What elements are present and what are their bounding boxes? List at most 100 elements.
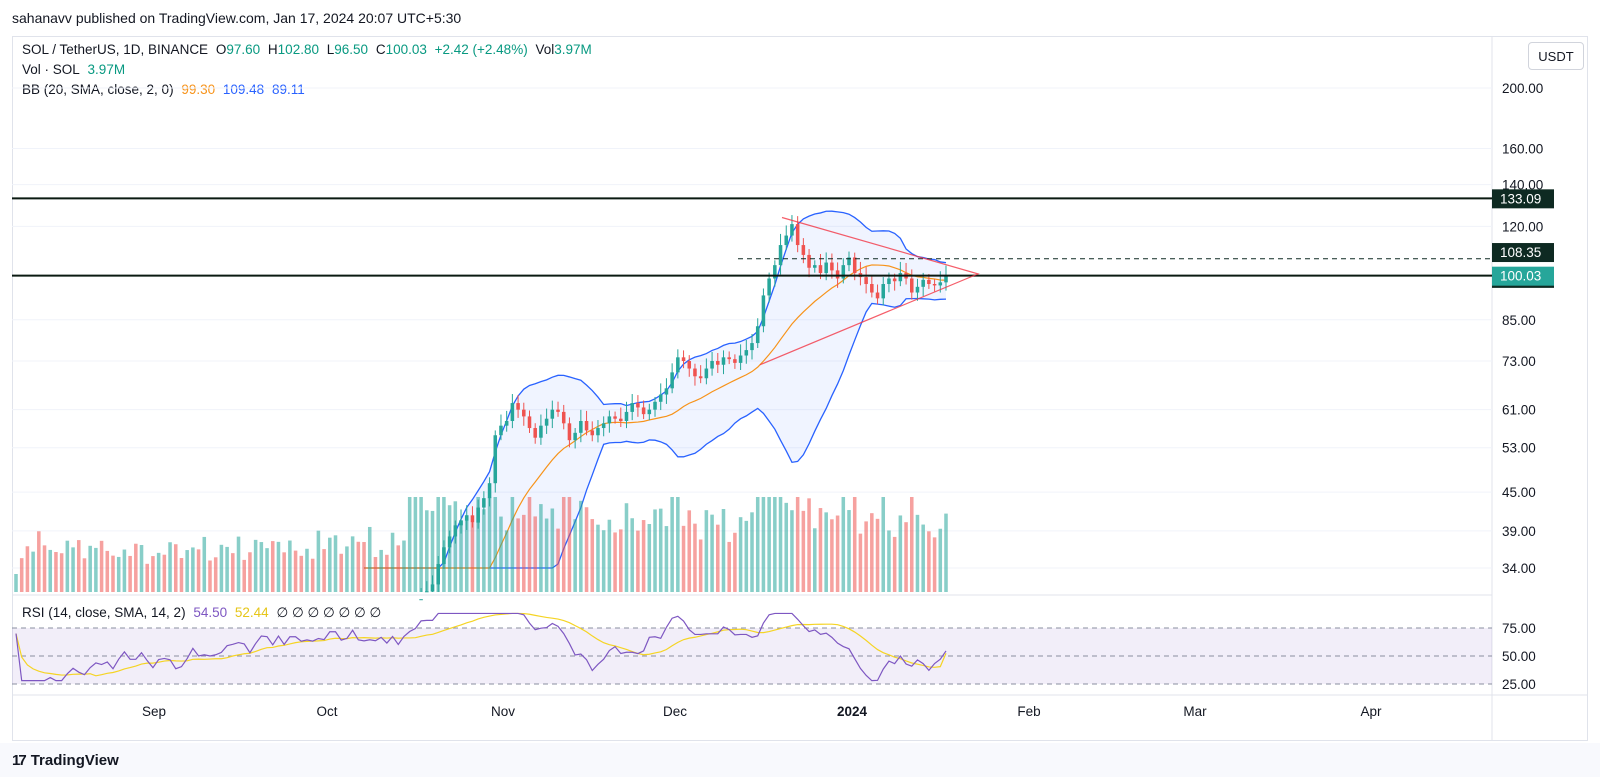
- candle-body: [824, 262, 828, 274]
- bb-legend[interactable]: BB (20, SMA, close, 2, 0) 99.30 109.48 8…: [22, 82, 309, 97]
- high-value: 102.80: [277, 42, 319, 57]
- volume-bar: [601, 530, 606, 592]
- candle: [550, 400, 555, 429]
- candle: [773, 260, 777, 287]
- candle: [813, 260, 817, 273]
- volume-bar: [527, 497, 532, 592]
- candle-body: [619, 418, 623, 421]
- candle: [482, 491, 486, 515]
- candle-body: [419, 599, 423, 601]
- symbol-title[interactable]: SOL / TetherUS, 1D, BINANCE: [22, 42, 209, 57]
- volume-bar: [693, 523, 697, 592]
- candle-body: [738, 355, 743, 363]
- candle-body: [664, 388, 669, 395]
- candle-body: [624, 411, 629, 421]
- candle: [670, 363, 674, 394]
- rsi-legend[interactable]: RSI (14, close, SMA, 14, 2) 54.50 52.44 …: [22, 605, 385, 621]
- low-label: L: [326, 42, 335, 57]
- candle: [641, 400, 646, 420]
- volume-bar: [744, 520, 749, 592]
- candle-body: [818, 265, 823, 274]
- candle: [624, 401, 629, 429]
- volume-bar: [54, 552, 58, 592]
- candle-body: [864, 277, 868, 285]
- candle: [898, 261, 903, 287]
- candle-body: [459, 520, 463, 526]
- candle: [693, 363, 697, 386]
- candle-body: [687, 361, 692, 369]
- candle: [499, 414, 503, 441]
- volume-bar: [870, 513, 874, 592]
- volume-bar: [596, 524, 600, 592]
- volume-bar: [921, 524, 925, 592]
- volume-bar: [561, 497, 566, 592]
- candle: [710, 351, 714, 376]
- candle-body: [504, 420, 509, 426]
- volume-bar: [522, 514, 526, 592]
- candle-body: [813, 265, 817, 268]
- volume-bar: [636, 530, 640, 592]
- volume-bar: [265, 548, 269, 592]
- candle: [556, 401, 560, 417]
- volume-bar: [482, 509, 486, 592]
- volume-bar: [316, 530, 321, 592]
- candle: [447, 530, 452, 554]
- candle-body: [938, 282, 943, 286]
- candle-body: [487, 483, 492, 499]
- volume-bar: [579, 500, 583, 592]
- candle-body: [944, 275, 948, 283]
- rsi-tick-label: 25.00: [1502, 677, 1536, 692]
- candle-body: [898, 273, 903, 282]
- candle-body: [442, 547, 446, 565]
- candle: [573, 427, 577, 449]
- volume-bar: [710, 514, 714, 592]
- price-tick-label: 160.00: [1502, 141, 1543, 156]
- candle: [750, 334, 754, 360]
- volume-bar: [487, 497, 492, 592]
- volume-bar: [858, 533, 863, 592]
- volume-bar: [173, 544, 178, 592]
- volume-bar: [813, 528, 817, 592]
- candle: [721, 350, 726, 375]
- candle-body: [778, 245, 783, 266]
- candle: [527, 410, 532, 433]
- candle-body: [710, 361, 714, 369]
- candle: [464, 505, 469, 530]
- open-value: 97.60: [226, 42, 261, 57]
- volume-bar: [670, 497, 674, 592]
- volume-bar: [795, 497, 800, 592]
- candle: [493, 430, 498, 493]
- candle-body: [892, 278, 897, 282]
- candle-body: [607, 416, 612, 424]
- candle-body: [453, 525, 458, 537]
- candle-body: [476, 507, 480, 523]
- bb-label: BB (20, SMA, close, 2, 0): [22, 82, 174, 97]
- volume-bar: [539, 504, 543, 592]
- candle-body: [830, 262, 834, 271]
- candle-body: [556, 409, 560, 412]
- candle: [658, 383, 663, 411]
- candle-body: [430, 584, 435, 592]
- candle-body: [932, 284, 937, 286]
- candle-body: [567, 423, 572, 441]
- high-label: H: [267, 42, 278, 57]
- time-tick-label: Sep: [142, 704, 166, 719]
- volume-bar: [533, 516, 537, 592]
- currency-unit-button[interactable]: USDT: [1528, 42, 1584, 70]
- candle: [778, 233, 783, 275]
- volume-bar: [733, 532, 737, 592]
- time-tick-label: Nov: [491, 704, 515, 719]
- volume-bar: [219, 544, 224, 592]
- price-tick-label: 73.00: [1502, 354, 1536, 369]
- volume-bar: [111, 555, 115, 592]
- volume-bar: [807, 498, 811, 592]
- candle-body: [601, 423, 606, 429]
- candle-body: [841, 265, 846, 279]
- candle: [909, 269, 914, 300]
- volume-bar: [887, 530, 891, 592]
- volume-bar: [31, 551, 35, 592]
- volume-bar: [19, 558, 24, 592]
- volume-legend[interactable]: Vol · SOL 3.97M: [22, 62, 129, 77]
- tradingview-brand[interactable]: 17 TradingView: [12, 752, 119, 769]
